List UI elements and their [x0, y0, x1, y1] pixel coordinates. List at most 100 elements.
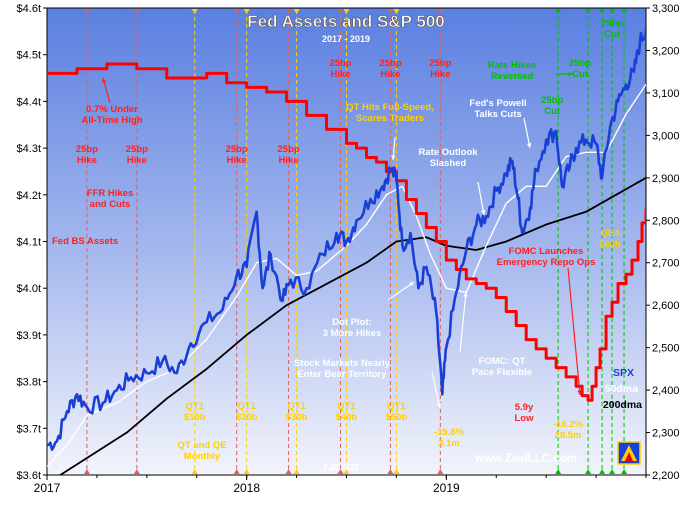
event-marker-top-qt	[393, 9, 400, 14]
arrow-under-ath-head	[102, 78, 107, 83]
note-drop-spx: -19.8% 3.1m	[434, 427, 465, 449]
right-tick-label: 2,300	[652, 428, 680, 440]
qt-label: QT1 $30b	[286, 401, 308, 423]
event-marker-hike	[337, 469, 344, 474]
event-marker-hike	[437, 469, 444, 474]
hike-label: 25bp Hike	[278, 144, 300, 166]
event-marker-cut	[555, 469, 562, 474]
event-marker-top-hike	[83, 9, 90, 14]
event-marker-top-qt	[243, 9, 250, 14]
hike-label: 25bp Hike	[76, 144, 98, 166]
event-marker-qt	[243, 469, 250, 474]
right-tick-label: 2,200	[652, 470, 680, 482]
left-tick-label: $4.2t	[17, 190, 41, 202]
note-qt-full: QT Hits Full-Speed, Scares Traders	[346, 102, 434, 124]
note-under-ath: 0.7% Under All-Time High	[81, 104, 142, 126]
left-tick-label: $4.5t	[17, 50, 41, 62]
event-marker-top-hike	[337, 9, 344, 14]
chart-title: Fed Assets and S&P 500	[247, 12, 444, 31]
arrow-fomc-qt	[459, 291, 467, 353]
hike-label: 25bp Hike	[329, 58, 351, 80]
event-marker-qt	[393, 469, 400, 474]
legend-50dma: 50dma	[605, 383, 638, 395]
note-site: www.ZealLLC.com	[474, 453, 577, 465]
hike-label: 25bp Hike	[429, 58, 451, 80]
event-marker-top-qe	[599, 9, 606, 14]
qt-label: QT1 $40b	[336, 401, 358, 423]
left-tick-label: $3.6t	[17, 470, 41, 482]
note-repo: FOMC Launches Emergency Repo Ops	[497, 246, 596, 268]
right-tick-label: 2,500	[652, 343, 680, 355]
left-tick-label: $3.8t	[17, 377, 41, 389]
left-tick-label: $4.0t	[17, 283, 41, 295]
left-tick-label: $3.7t	[17, 423, 41, 435]
right-tick-label: 2,700	[652, 258, 680, 270]
note-fomc-qt: FOMC: QT Pace Flexible	[472, 356, 532, 378]
arrow-dot-plot-head	[409, 282, 414, 287]
right-tick-label: 2,400	[652, 385, 680, 397]
event-marker-top-cut	[609, 9, 616, 14]
cut-label: 25bp Cut	[541, 95, 563, 117]
left-tick-label: $4.3t	[17, 143, 41, 155]
event-marker-qe	[599, 469, 606, 474]
event-marker-hike	[387, 469, 394, 474]
left-tick-label: $4.4t	[17, 96, 41, 108]
arrow-dot-plot	[387, 281, 415, 301]
event-marker-cut	[585, 469, 592, 474]
event-marker-top-hike	[233, 9, 240, 14]
event-marker-top-cut	[555, 9, 562, 14]
event-marker-qt	[191, 469, 198, 474]
arrow-rate-outlook-head	[481, 210, 486, 215]
legend-spx: SPX	[613, 367, 634, 379]
right-tick-label: 3,200	[652, 45, 680, 57]
arrow-rate-outlook	[477, 181, 485, 216]
annotations: 25bp Hike 25bp Hike 25bp Hike 25bp Hike 25bp Hike…	[52, 18, 642, 472]
event-marker-top-hike	[387, 9, 394, 14]
arrow-fomc-qt-head	[463, 292, 468, 297]
event-marker-top-qe	[621, 9, 628, 14]
right-tick-label: 2,900	[652, 173, 680, 185]
hike-label: 25bp Hike	[379, 58, 401, 80]
arrow-repo	[567, 267, 581, 396]
note-qtqe-monthly: QT and QE Monthly	[177, 440, 226, 462]
arrow-repo-head	[577, 390, 582, 395]
note-low-59y: 5.9y Low	[515, 402, 535, 424]
arrow-powell	[523, 117, 531, 149]
note-powell: Fed's Powell Talks Cuts	[469, 98, 526, 120]
event-marker-hike	[285, 469, 292, 474]
left-tick-label: $3.9t	[17, 330, 41, 342]
series-group	[47, 29, 646, 475]
arrow-bear	[431, 371, 441, 409]
x-tick-label: 2019	[433, 481, 460, 495]
arrow-hikes-reversed-head	[568, 71, 573, 77]
axes: $3.6t $3.7t $3.8t $3.9t $4.0t $4.1t $4.2t $4.3t…	[17, 3, 680, 495]
legend-200dma: 200dma	[603, 399, 642, 411]
event-marker-qe	[621, 469, 628, 474]
qt-label: QT1 $50b	[386, 401, 408, 423]
hike-label: 25bp Hike	[126, 144, 148, 166]
event-marker-top-hike	[285, 9, 292, 14]
cut-label: 25bp Cut	[569, 58, 591, 80]
right-tick-label: 3,300	[652, 3, 680, 15]
note-dot-plot: Dot Plot: 3 More Hikes	[323, 317, 382, 339]
qt-label: QT1 $10b	[184, 401, 206, 423]
event-marker-top-qt	[191, 9, 198, 14]
hike-label: 25bp Hike	[226, 144, 248, 166]
event-marker-cut	[609, 469, 616, 474]
right-tick-label: 3,100	[652, 88, 680, 100]
event-marker-top-qt	[293, 9, 300, 14]
note-qe4: QE4 $60b	[599, 228, 621, 250]
note-rate-outlook: Rate Outlook Slashed	[418, 147, 478, 169]
event-marker-hike	[83, 469, 90, 474]
cut-label: 25bp Cut	[601, 18, 623, 40]
right-tick-label: 3,000	[652, 130, 680, 142]
qt-label: QT1 $20b	[236, 401, 258, 423]
note-drop-bs: -16.2% 28.5m	[553, 419, 584, 441]
series-fed-bs-assets	[47, 62, 646, 402]
left-tick-label: $4.1t	[17, 237, 41, 249]
event-marker-qt	[293, 469, 300, 474]
note-ffr: FFR Hikes and Cuts	[87, 188, 133, 210]
event-marker-top-qt	[343, 9, 350, 14]
